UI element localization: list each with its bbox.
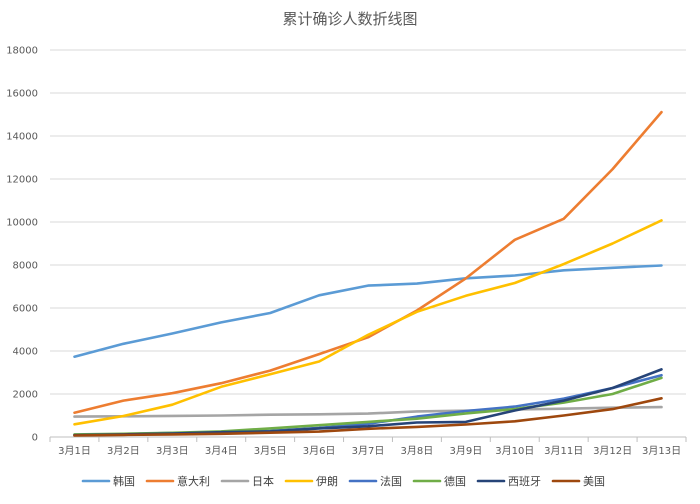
- legend-item: 韩国: [81, 474, 135, 488]
- series-lines: [73, 110, 663, 437]
- series-line-1: [73, 110, 663, 415]
- legend-item: 德国: [412, 474, 466, 488]
- x-tick-label: 3月7日: [352, 445, 385, 457]
- x-tick-label: 3月1日: [58, 445, 91, 457]
- y-tick-label: 18000: [6, 46, 38, 57]
- legend-item: 日本: [220, 474, 274, 488]
- axes: 0 2000 4000 6000 8000 10000 12000 14000 16000 180…: [6, 46, 687, 457]
- legend-label: 伊朗: [316, 475, 338, 488]
- x-tick-label: 3月2日: [107, 445, 140, 457]
- y-tick-label: 10000: [6, 218, 38, 229]
- legend-item: 美国: [551, 475, 605, 488]
- y-tick-label: 0: [32, 433, 38, 444]
- y-tick-label: 6000: [13, 304, 38, 315]
- x-tick-label: 3月3日: [156, 445, 189, 457]
- legend-label: 美国: [583, 475, 605, 488]
- y-tick-label: 16000: [6, 89, 38, 100]
- legend-label: 日本: [252, 474, 274, 488]
- y-tick-label: 8000: [13, 261, 38, 272]
- series-line-0: [73, 264, 663, 359]
- series-line-3: [73, 219, 663, 426]
- x-tick-label: 3月8日: [401, 445, 434, 457]
- legend-label: 西班牙: [508, 475, 541, 488]
- x-tick-label: 3月4日: [205, 445, 238, 457]
- legend: 韩国 意大利 日本 伊朗 法国 德国 西班牙 美国: [81, 474, 605, 488]
- series-line-2: [73, 405, 663, 418]
- legend-item: 法国: [348, 474, 402, 488]
- y-tick-label: 4000: [13, 347, 38, 358]
- legend-label: 意大利: [177, 474, 210, 488]
- legend-item: 西班牙: [476, 475, 541, 488]
- y-tick-label: 12000: [6, 175, 38, 186]
- legend-label: 德国: [444, 474, 466, 488]
- series-line-7: [73, 396, 663, 437]
- y-tick-label: 2000: [13, 390, 38, 401]
- x-tick-label: 3月9日: [449, 445, 482, 457]
- gridlines: [50, 49, 686, 438]
- x-tick-label: 3月11日: [544, 445, 583, 457]
- legend-item: 伊朗: [284, 475, 338, 488]
- chart-title: 累计确诊人数折线图: [282, 10, 417, 28]
- x-tick-label: 3月10日: [495, 445, 534, 457]
- legend-item: 意大利: [145, 474, 210, 488]
- legend-label: 法国: [380, 474, 402, 488]
- x-tick-label: 3月12日: [593, 445, 632, 457]
- y-tick-label: 14000: [6, 132, 38, 143]
- x-tick-label: 3月13日: [642, 445, 681, 457]
- x-tick-label: 3月5日: [254, 445, 287, 457]
- legend-label: 韩国: [113, 474, 135, 488]
- x-tick-label: 3月6日: [303, 445, 336, 457]
- series-line-6: [73, 368, 663, 437]
